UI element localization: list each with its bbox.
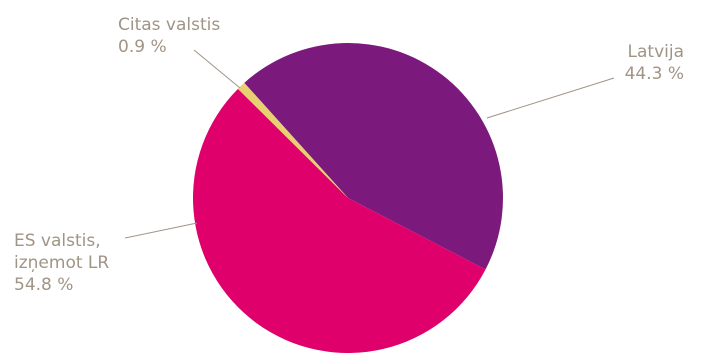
slice-name-text: ES valstis, [14,231,101,251]
leader-line-1 [124,222,198,239]
slice-value-text: 0.9 % [118,37,167,57]
leader-line-0 [486,77,615,119]
slice-name-text: Latvija [628,42,684,62]
slice-label-2: Citas valstis 0.9 % [118,15,220,57]
slice-name-text: izņemot LR [14,253,109,273]
leader-lines [124,49,615,239]
pie-slices [193,42,503,353]
pie-slice-0 [244,42,503,270]
pie-slice-2 [237,82,348,198]
slice-label-1: ES valstis, izņemot LR 54.8 % [14,231,109,295]
slice-labels: Latvija 44.3 % ES valstis, izņemot LR 54.8 %… [14,15,684,295]
slice-label-0: Latvija 44.3 % [625,42,684,84]
slice-value-text: 54.8 % [14,275,73,295]
leader-line-2 [193,49,241,89]
slice-value-text: 44.3 % [625,64,684,84]
pie-slice-1 [193,88,486,353]
slice-name-text: Citas valstis [118,15,220,35]
